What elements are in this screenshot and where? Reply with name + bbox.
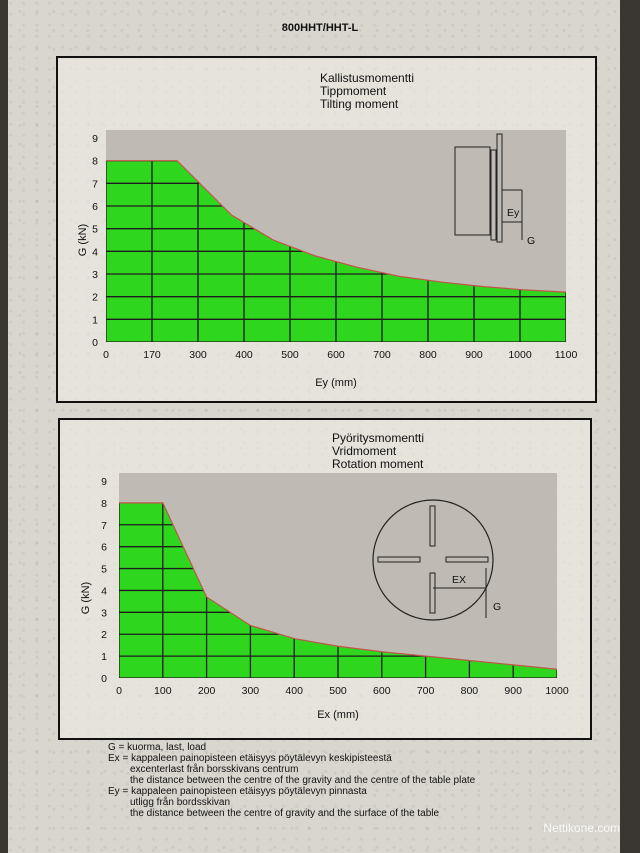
y-tick-label: 1 [101, 651, 107, 663]
x-tick-label: 600 [373, 685, 391, 697]
y-tick-label: 4 [92, 246, 98, 258]
y-tick-label: 3 [101, 607, 107, 619]
legend-line: excenterlast från borsskivans centrum [130, 764, 299, 775]
x-tick-label: 400 [285, 685, 303, 697]
y-tick-label: 5 [92, 224, 98, 236]
chart-title-line: Vridmoment [332, 444, 397, 458]
y-tick-label: 8 [92, 156, 98, 168]
x-tick-label: 600 [327, 349, 345, 361]
x-axis-label: Ex (mm) [317, 709, 359, 721]
y-tick-label: 7 [101, 520, 107, 532]
x-tick-label: 500 [281, 349, 299, 361]
x-tick-label: 700 [417, 685, 435, 697]
chart-title-line: Rotation moment [332, 457, 424, 471]
chart-title-line: Kallistusmomentti [320, 71, 414, 85]
x-tick-label: 0 [116, 685, 122, 697]
y-tick-label: 1 [92, 314, 98, 326]
y-tick-label: 2 [92, 292, 98, 304]
y-tick-label: 8 [101, 498, 107, 510]
load-curve [106, 160, 567, 293]
x-tick-label: 900 [504, 685, 522, 697]
slot-left [377, 556, 421, 563]
x-tick-label: 1100 [555, 349, 578, 361]
legend-line: the distance between the centre of the g… [130, 775, 476, 786]
y-tick-label: 5 [101, 564, 107, 576]
diagram-ey-label: Ey [507, 207, 520, 219]
slot-bottom [429, 572, 436, 614]
slot-top [429, 505, 436, 547]
table-plate [490, 149, 497, 241]
slot-right [445, 556, 489, 563]
diagram-ex-label: EX [452, 574, 466, 586]
y-tick-label: 6 [92, 201, 98, 213]
legend-line: G = kuorma, last, load [108, 742, 207, 753]
legend-line: utligg från bordsskivan [130, 797, 231, 808]
legend: G = kuorma, last, load Ex = kappaleen pai… [108, 742, 618, 819]
y-tick-label: 0 [101, 673, 107, 685]
x-tick-label: 300 [189, 349, 207, 361]
y-tick-label: 9 [92, 133, 98, 145]
table-circle [372, 499, 494, 621]
x-tick-label: 800 [419, 349, 437, 361]
workpiece-outline [454, 146, 491, 236]
y-tick-label: 2 [101, 629, 107, 641]
y-tick-label: 9 [101, 476, 107, 488]
x-tick-label: 800 [461, 685, 479, 697]
x-tick-label: 1000 [545, 685, 569, 697]
chart-title-line: Pyöritysmomentti [332, 431, 424, 445]
x-tick-label: 700 [373, 349, 391, 361]
y-axis-label: G (kN) [80, 582, 92, 614]
chart-title-line: Tippmoment [320, 84, 387, 98]
legend-line: Ey = kappaleen painopisteen etäisyys pöy… [108, 786, 367, 797]
x-tick-label: 100 [154, 685, 172, 697]
x-tick-label: 500 [329, 685, 347, 697]
diagram-g-label: G [493, 601, 501, 613]
y-tick-label: 3 [92, 269, 98, 281]
watermark: Nettikone.com [543, 821, 620, 835]
x-tick-label: 400 [235, 349, 253, 361]
load-curve [119, 502, 558, 670]
envelope-region [119, 473, 557, 670]
y-axis-label: G (kN) [77, 224, 89, 256]
legend-line: the distance between the centre of gravi… [130, 808, 440, 819]
tilting-diagram: Ey G [454, 133, 535, 247]
y-tick-label: 0 [92, 337, 98, 349]
y-tick-label: 6 [101, 542, 107, 554]
chart-title-line: Tilting moment [320, 97, 399, 111]
x-tick-label: 1000 [508, 349, 532, 361]
diagram-g-label: G [527, 235, 535, 247]
x-tick-label: 300 [242, 685, 260, 697]
rotation-diagram: EX G [372, 499, 501, 621]
table-base [496, 133, 503, 243]
x-tick-label: 900 [465, 349, 483, 361]
y-tick-label: 7 [92, 178, 98, 190]
x-tick-label: 170 [143, 349, 161, 361]
x-tick-label: 200 [198, 685, 216, 697]
legend-line: Ex = kappaleen painopisteen etäisyys pöy… [108, 753, 392, 764]
x-tick-label: 0 [103, 349, 109, 361]
y-tick-label: 4 [101, 585, 107, 597]
envelope-region [106, 130, 566, 293]
model-title: 800HHT/HHT-L [281, 22, 359, 34]
x-axis-label: Ey (mm) [315, 377, 357, 389]
